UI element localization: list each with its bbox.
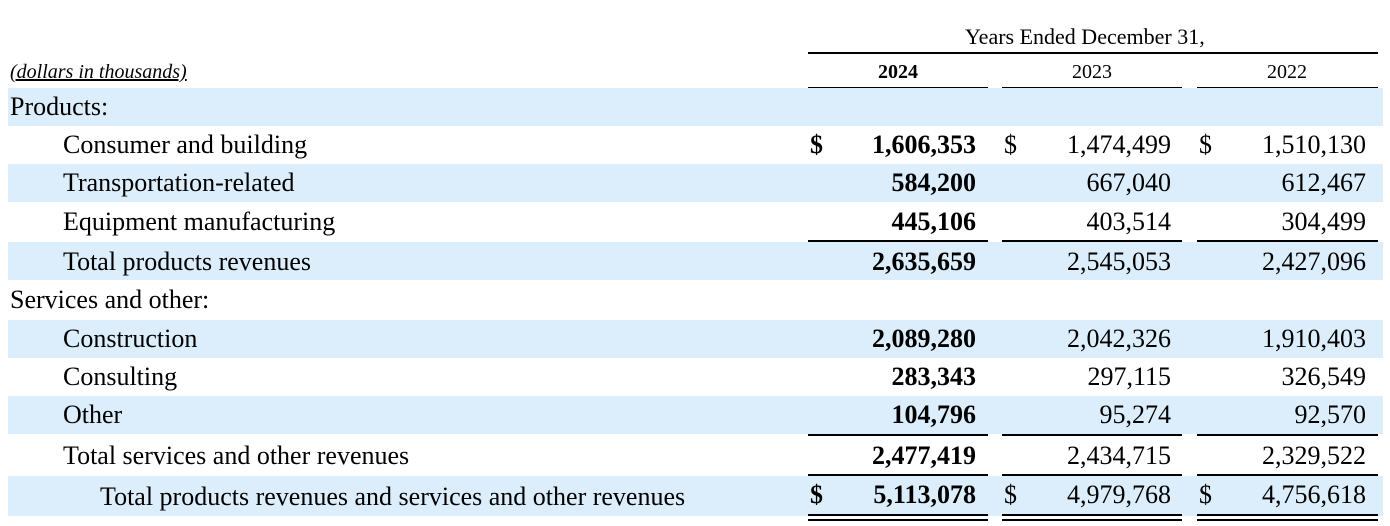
value-2024: 104,796	[891, 400, 977, 429]
row-label: Transportation-related	[63, 168, 295, 197]
value-2023: 1,474,499	[1067, 130, 1171, 159]
subtotal-rule	[1197, 474, 1378, 476]
row-band	[8, 320, 1383, 358]
section-title-services: Services and other:	[10, 285, 210, 314]
double-rule-top	[808, 514, 988, 516]
row-band	[8, 88, 1383, 126]
value-2023: 4,979,768	[1067, 480, 1171, 509]
double-rule-top	[1002, 514, 1182, 516]
value-2024: 2,089,280	[872, 324, 976, 353]
value-2023: 403,514	[1086, 207, 1172, 236]
value-2023: 2,434,715	[1067, 441, 1171, 470]
value-2024: 584,200	[891, 168, 977, 197]
value-2024: 5,113,078	[873, 480, 976, 509]
currency-symbol: $	[810, 480, 823, 509]
row-label: Total products revenues	[63, 247, 311, 276]
row-label: Other	[63, 400, 123, 429]
subtotal-rule	[808, 434, 988, 436]
value-2023: 95,274	[1099, 400, 1172, 429]
currency-symbol: $	[1004, 130, 1017, 159]
row-label: Equipment manufacturing	[63, 207, 336, 236]
double-rule-bottom	[808, 519, 988, 521]
subtotal-rule	[1002, 434, 1182, 436]
year-header-2023: 2023	[1072, 61, 1112, 83]
currency-symbol: $	[810, 130, 823, 159]
value-2022: 1,510,130	[1262, 130, 1366, 159]
value-2023: 2,545,053	[1067, 247, 1171, 276]
subtotal-rule	[1197, 240, 1378, 242]
value-2023: 2,042,326	[1067, 324, 1171, 353]
value-2022: 2,427,096	[1262, 247, 1366, 276]
subtotal-rule	[808, 240, 988, 242]
value-2024: 1,606,353	[872, 130, 976, 159]
value-2022: 92,570	[1294, 400, 1367, 429]
section-title-products: Products:	[10, 92, 109, 121]
period-title-rule	[808, 52, 1378, 54]
row-label: Total services and other revenues	[63, 441, 410, 470]
subtotal-rule	[808, 474, 988, 476]
value-2022: 612,467	[1281, 168, 1367, 197]
double-rule-bottom	[1197, 519, 1378, 521]
value-2022: 304,499	[1281, 207, 1367, 236]
value-2022: 4,756,618	[1262, 480, 1366, 509]
year-header-2024: 2024	[878, 61, 918, 83]
value-2024: 2,477,419	[872, 441, 976, 470]
row-label: Consumer and building	[63, 130, 308, 159]
value-2024: 283,343	[891, 362, 977, 391]
currency-symbol: $	[1199, 130, 1212, 159]
value-2024: 445,106	[891, 207, 977, 236]
subtotal-rule	[1002, 240, 1182, 242]
row-label: Consulting	[63, 362, 178, 391]
row-band	[8, 164, 1383, 202]
value-2022: 326,549	[1281, 362, 1367, 391]
double-rule-bottom	[1002, 519, 1182, 521]
subtotal-rule	[1197, 434, 1378, 436]
subtotal-rule	[1002, 474, 1182, 476]
value-2023: 667,040	[1086, 168, 1172, 197]
row-band	[8, 242, 1383, 280]
units-label: (dollars in thousands)	[10, 61, 187, 83]
value-2022: 2,329,522	[1262, 441, 1366, 470]
row-band	[8, 396, 1383, 434]
year-header-2022: 2022	[1267, 61, 1307, 83]
period-title: Years Ended December 31,	[965, 24, 1205, 49]
currency-symbol: $	[1004, 480, 1017, 509]
value-2023: 297,115	[1087, 362, 1171, 391]
row-label: Total products revenues and services and…	[100, 482, 686, 511]
row-band	[8, 476, 1383, 516]
value-2024: 2,635,659	[872, 247, 976, 276]
double-rule-top	[1197, 514, 1378, 516]
value-2022: 1,910,403	[1262, 324, 1366, 353]
currency-symbol: $	[1199, 480, 1212, 509]
row-label: Construction	[63, 324, 198, 353]
